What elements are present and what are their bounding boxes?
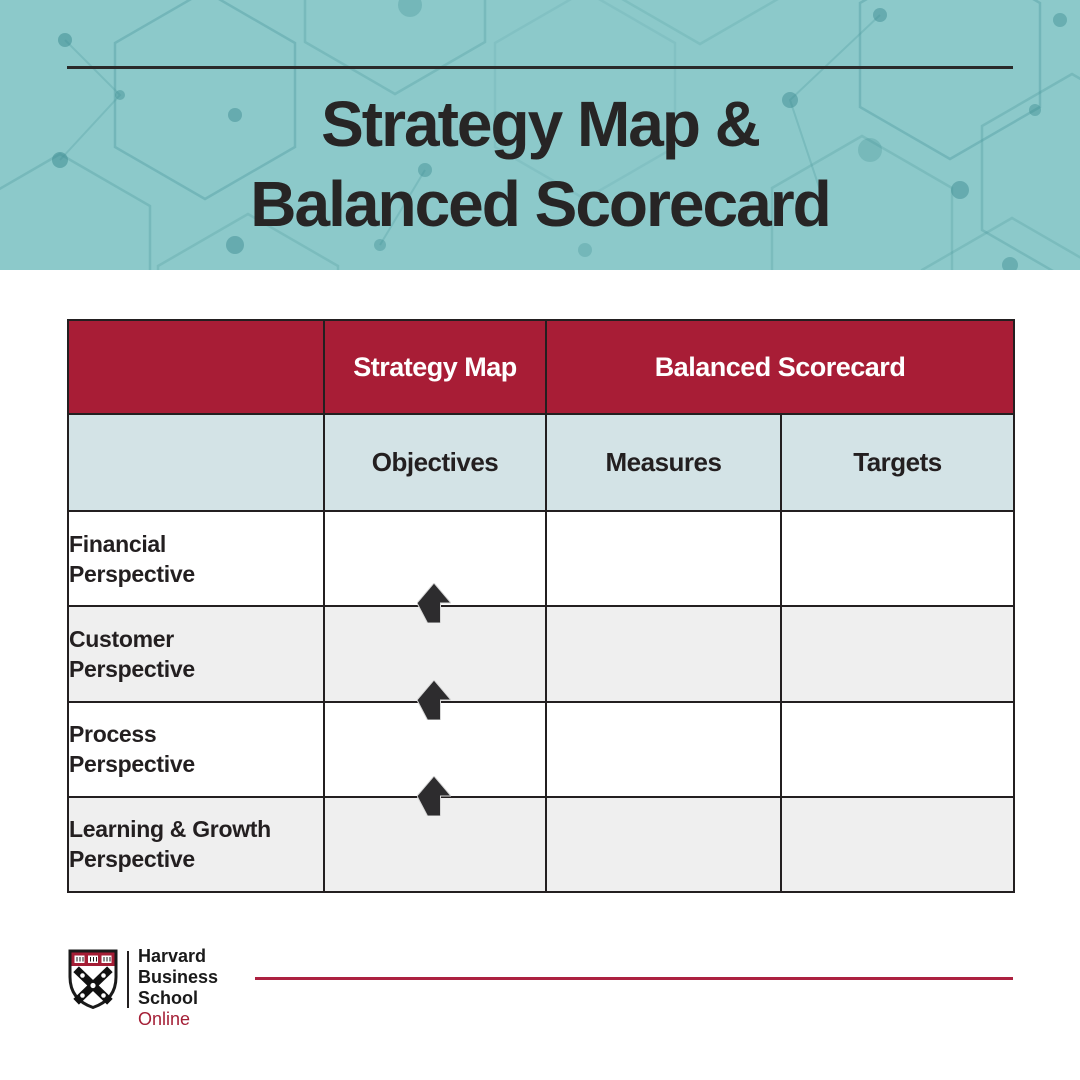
scorecard-table: Strategy Map Balanced Scorecard Objectiv… xyxy=(67,318,1015,894)
cell-learning-objectives xyxy=(323,795,547,894)
cell-customer-measures xyxy=(545,605,782,703)
row-label-customer: Customer Perspective xyxy=(67,605,325,703)
cell-process-objectives xyxy=(323,700,547,798)
brand-line: School xyxy=(138,988,199,1008)
cell-process-measures xyxy=(545,700,782,798)
brand-wordmark: Harvard Business School Online xyxy=(138,946,218,1030)
cell-financial-targets xyxy=(780,510,1015,608)
cell-financial-measures xyxy=(545,510,782,608)
column-header-objectives: Objectives xyxy=(323,413,547,513)
cell-sub-left-empty xyxy=(67,413,325,513)
brand-line: Harvard xyxy=(138,946,207,966)
table-row-customer: Customer Perspective xyxy=(67,605,1015,703)
row-label-learning-growth: Learning & Growth Perspective xyxy=(67,795,325,894)
page-title: Strategy Map & Balanced Scorecard xyxy=(250,88,831,240)
hexagon-pattern-decoration xyxy=(0,0,1080,270)
group-header-strategy-map: Strategy Map xyxy=(323,318,547,416)
header-band: Strategy Map & Balanced Scorecard xyxy=(0,0,1080,270)
row-label-process: Process Perspective xyxy=(67,700,325,798)
brand-divider xyxy=(127,951,129,1008)
cell-learning-measures xyxy=(545,795,782,894)
cell-learning-targets xyxy=(780,795,1015,894)
row-label-financial: Financial Perspective xyxy=(67,510,325,608)
header-rule xyxy=(67,66,1013,69)
brand-online-label: Online xyxy=(138,1009,191,1029)
hbs-shield-icon xyxy=(68,949,118,1009)
cell-financial-objectives xyxy=(323,510,547,608)
brand-line: Business xyxy=(138,967,219,987)
table-row-learning-growth: Learning & Growth Perspective xyxy=(67,795,1015,894)
column-header-measures: Measures xyxy=(545,413,782,513)
scorecard-table-wrap: Strategy Map Balanced Scorecard Objectiv… xyxy=(67,318,1015,894)
cell-process-targets xyxy=(780,700,1015,798)
footer-rule xyxy=(255,977,1013,980)
table-row-financial: Financial Perspective xyxy=(67,510,1015,608)
column-header-targets: Targets xyxy=(780,413,1015,513)
table-row-process: Process Perspective xyxy=(67,700,1015,798)
cell-top-left-empty xyxy=(67,318,325,416)
cell-customer-objectives xyxy=(323,605,547,703)
cell-customer-targets xyxy=(780,605,1015,703)
group-header-balanced-scorecard: Balanced Scorecard xyxy=(545,318,1015,416)
